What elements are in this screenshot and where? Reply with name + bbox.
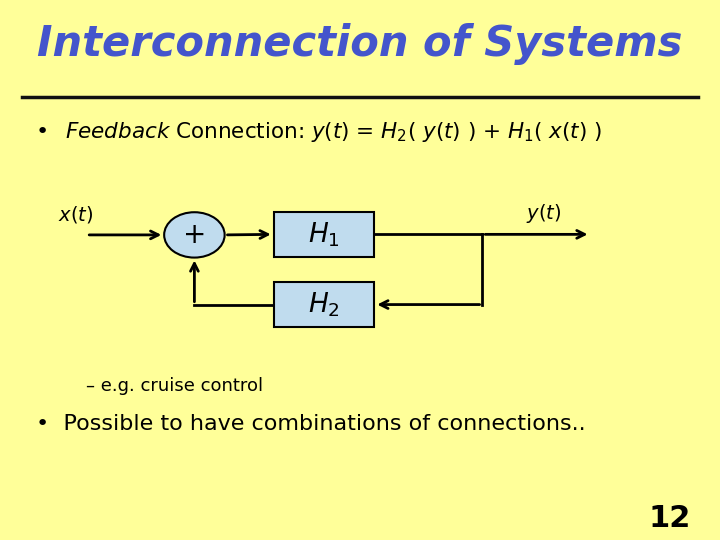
Text: $\mathit{x(t)}$: $\mathit{x(t)}$ <box>58 204 93 225</box>
Text: •  Possible to have combinations of connections..: • Possible to have combinations of conne… <box>36 414 585 434</box>
Circle shape <box>164 212 225 258</box>
Text: $\mathit{Feedback}$ Connection: $\mathit{y(t)}$ = $\mathit{H}_{2}$( $\mathit{y(t: $\mathit{Feedback}$ Connection: $\mathit… <box>65 120 602 144</box>
Text: Interconnection of Systems: Interconnection of Systems <box>37 23 683 65</box>
Text: •: • <box>36 122 49 143</box>
Text: $H_2$: $H_2$ <box>308 291 340 319</box>
Text: 12: 12 <box>649 504 691 533</box>
FancyBboxPatch shape <box>274 212 374 256</box>
Text: – e.g. cruise control: – e.g. cruise control <box>86 377 264 395</box>
Text: +: + <box>183 221 206 249</box>
Text: $\mathit{y(t)}$: $\mathit{y(t)}$ <box>526 202 561 225</box>
Text: $H_1$: $H_1$ <box>308 220 340 248</box>
FancyBboxPatch shape <box>274 282 374 327</box>
